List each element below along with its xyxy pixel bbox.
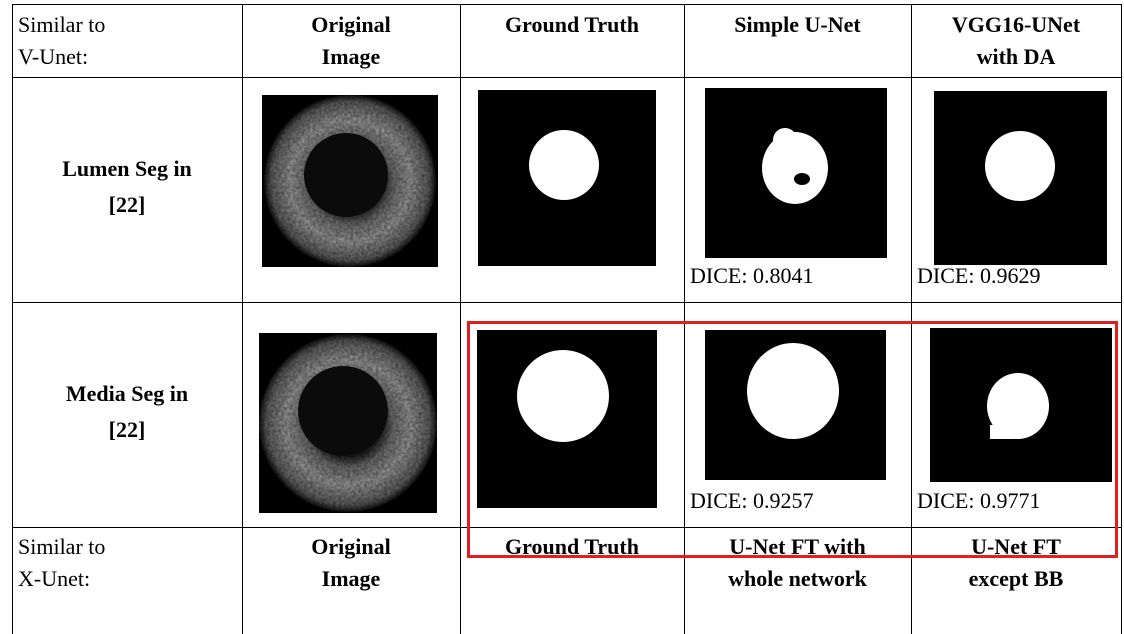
dice-score: DICE: 0.9257 [690, 485, 890, 517]
header-cell: V-Unet: [18, 41, 238, 73]
mask-image [478, 90, 656, 266]
rule [1121, 4, 1122, 634]
table-figure: Similar toV-Unet:OriginalImageGround Tru… [0, 0, 1124, 634]
footer-cell: except BB [911, 563, 1121, 595]
footer-cell: X-Unet: [18, 563, 238, 595]
rule [12, 4, 13, 634]
footer-cell: Ground Truth [460, 531, 684, 563]
header-cell: Similar to [18, 9, 238, 41]
header-cell: Original [242, 9, 460, 41]
header-cell: Simple U-Net [684, 9, 911, 41]
footer-cell: whole network [684, 563, 911, 595]
footer-cell: Original [242, 531, 460, 563]
ultrasound-image [259, 333, 437, 513]
ultrasound-image [262, 95, 438, 267]
row-label: [22] [12, 414, 242, 446]
rule [12, 77, 1122, 78]
footer-cell: Image [242, 563, 460, 595]
footer-cell: Similar to [18, 531, 238, 563]
footer-cell: U-Net FT with [684, 531, 911, 563]
mask-image [934, 91, 1107, 265]
header-cell: Ground Truth [460, 9, 684, 41]
row-label: Lumen Seg in [12, 153, 242, 185]
rule [12, 302, 1122, 303]
dice-score: DICE: 0.9771 [917, 485, 1117, 517]
rule [12, 4, 1122, 5]
header-cell: with DA [911, 41, 1121, 73]
header-cell: Image [242, 41, 460, 73]
dice-score: DICE: 0.8041 [690, 260, 890, 292]
footer-cell: U-Net FT [911, 531, 1121, 563]
mask-image [705, 88, 887, 258]
row-label: [22] [12, 189, 242, 221]
header-cell: VGG16-UNet [911, 9, 1121, 41]
highlight-box [467, 321, 1118, 558]
dice-score: DICE: 0.9629 [917, 260, 1117, 292]
row-label: Media Seg in [12, 378, 242, 410]
